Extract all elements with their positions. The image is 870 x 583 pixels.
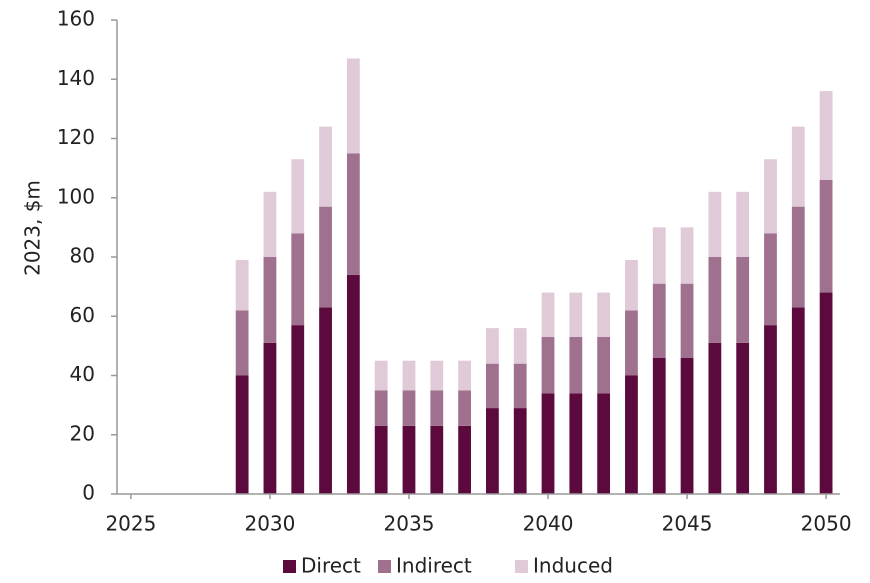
bar-segment (263, 342, 277, 494)
bar-segment (791, 126, 805, 207)
bar-segment (291, 325, 305, 494)
y-tick-label: 20 (70, 421, 95, 445)
y-tick-label: 80 (70, 244, 95, 268)
bar-segment (430, 425, 444, 494)
bar-segment (791, 206, 805, 308)
bar-segment (764, 233, 777, 326)
bar-segment (625, 310, 638, 376)
bar-segment (235, 310, 249, 376)
bar-segment (319, 126, 332, 207)
bar-segment (680, 357, 694, 494)
y-tick-label: 120 (57, 125, 95, 149)
bar-segment (346, 153, 360, 275)
bar-segment (402, 390, 416, 426)
bar-segment (541, 292, 555, 337)
y-tick-label: 160 (57, 7, 95, 31)
bar-segment (819, 179, 833, 293)
bar-segment (708, 191, 722, 257)
bar-segment (430, 360, 444, 391)
y-tick-label: 100 (57, 184, 95, 208)
bar-segment (736, 257, 750, 343)
x-tick-label: 2025 (105, 512, 156, 536)
bar-segment (819, 91, 833, 180)
bar-segment (791, 307, 805, 494)
bar-segment (374, 360, 388, 391)
bar-segment (458, 390, 471, 426)
bar-segment (513, 363, 527, 409)
bar-segment (625, 375, 638, 494)
bar-segment (291, 233, 305, 326)
bar-segment (374, 425, 388, 494)
x-tick-label: 2040 (523, 512, 574, 536)
bar-segment (819, 292, 833, 494)
y-tick-label: 0 (82, 481, 95, 505)
bar-segment (263, 257, 277, 343)
bar-segment (736, 342, 750, 494)
bar-segment (319, 307, 332, 494)
legend-label: Induced (533, 554, 613, 578)
bar-segment (541, 393, 555, 494)
bar-segment (402, 425, 416, 494)
bar-segment (569, 393, 583, 494)
bar-segment (513, 408, 527, 494)
bar-segment (486, 363, 499, 409)
bar-segment (263, 191, 277, 257)
bar-segment (402, 360, 416, 391)
bar-segment (486, 408, 499, 494)
bar-segment (736, 191, 750, 257)
legend-swatch (515, 560, 528, 573)
bar-segment (291, 159, 305, 234)
bar-segment (541, 336, 555, 394)
legend-swatch (283, 560, 296, 573)
bar-segment (597, 336, 611, 394)
bar-segment (346, 274, 360, 494)
bar-segment (680, 283, 694, 358)
bar-segment (235, 375, 249, 494)
bar-segment (652, 357, 666, 494)
bar-segment (708, 342, 722, 494)
x-tick-label: 2035 (384, 512, 435, 536)
y-axis-label: 2023, $m (21, 180, 45, 276)
bar-segment (569, 292, 583, 337)
bar-segment (235, 259, 249, 311)
y-tick-label: 40 (70, 362, 95, 386)
y-tick-label: 60 (70, 303, 95, 327)
bar-segment (430, 390, 444, 426)
bar-segment (513, 328, 527, 364)
bar-segment (764, 325, 777, 494)
legend-label: Direct (301, 554, 361, 578)
bar-segment (374, 390, 388, 426)
x-tick-label: 2050 (801, 512, 852, 536)
legend-label: Indirect (396, 554, 472, 578)
legend-swatch (378, 560, 391, 573)
bar-segment (319, 206, 332, 308)
bar-segment (652, 283, 666, 358)
y-tick-label: 140 (57, 66, 95, 90)
bar-segment (458, 360, 471, 391)
bar-segment (597, 393, 611, 494)
bar-segment (486, 328, 499, 364)
x-tick-label: 2045 (662, 512, 713, 536)
bar-segment (458, 425, 471, 494)
bar-segment (625, 259, 638, 311)
x-tick-label: 2030 (244, 512, 295, 536)
bar-segment (597, 292, 611, 337)
bar-segment (764, 159, 777, 234)
bar-segment (569, 336, 583, 394)
bar-segment (680, 227, 694, 284)
bar-segment (346, 58, 360, 154)
bar-segment (708, 257, 722, 343)
bar-segment (652, 227, 666, 284)
